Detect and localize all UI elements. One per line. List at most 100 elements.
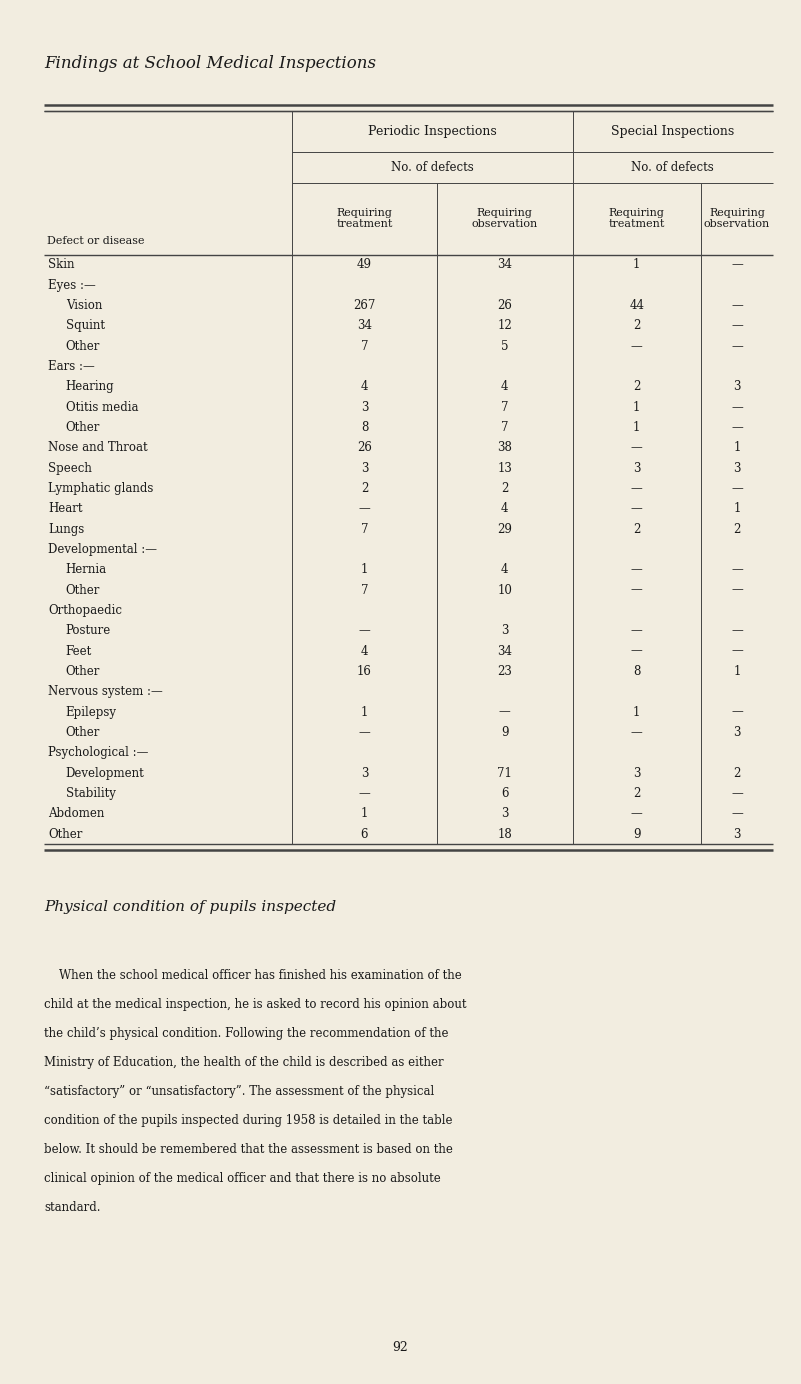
Text: standard.: standard. [44, 1201, 101, 1214]
Text: 1: 1 [633, 706, 641, 718]
Text: 3: 3 [733, 727, 741, 739]
Text: Epilepsy: Epilepsy [66, 706, 117, 718]
Text: 29: 29 [497, 523, 512, 536]
Text: 2: 2 [733, 767, 741, 779]
Text: 18: 18 [497, 828, 512, 840]
Text: —: — [631, 441, 642, 454]
Text: —: — [731, 787, 743, 800]
Text: Nose and Throat: Nose and Throat [48, 441, 147, 454]
Text: Development: Development [66, 767, 144, 779]
Text: 4: 4 [501, 502, 509, 515]
Text: Physical condition of pupils inspected: Physical condition of pupils inspected [44, 900, 336, 913]
Text: 2: 2 [633, 523, 641, 536]
Text: —: — [359, 624, 370, 637]
Text: 1: 1 [633, 400, 641, 414]
Text: 9: 9 [501, 727, 509, 739]
Text: —: — [359, 502, 370, 515]
Text: Other: Other [66, 727, 100, 739]
Text: Other: Other [66, 339, 100, 353]
Text: Ears :—: Ears :— [48, 360, 95, 372]
Text: Lymphatic glands: Lymphatic glands [48, 482, 154, 495]
Text: 13: 13 [497, 462, 512, 475]
Text: 4: 4 [360, 381, 368, 393]
Text: Orthopaedic: Orthopaedic [48, 603, 122, 617]
Text: —: — [631, 482, 642, 495]
Text: —: — [631, 563, 642, 576]
Text: Periodic Inspections: Periodic Inspections [368, 125, 497, 138]
Text: “satisfactory” or “unsatisfactory”. The assessment of the physical: “satisfactory” or “unsatisfactory”. The … [44, 1085, 434, 1098]
Text: Feet: Feet [66, 645, 92, 657]
Text: below. It should be remembered that the assessment is based on the: below. It should be remembered that the … [44, 1143, 453, 1156]
Text: 7: 7 [360, 523, 368, 536]
Text: 5: 5 [501, 339, 509, 353]
Text: —: — [359, 727, 370, 739]
Text: Nervous system :—: Nervous system :— [48, 685, 163, 699]
Text: 7: 7 [360, 584, 368, 597]
Text: 1: 1 [733, 441, 741, 454]
Text: 3: 3 [360, 400, 368, 414]
Text: Other: Other [66, 584, 100, 597]
Text: 9: 9 [633, 828, 641, 840]
Text: Other: Other [66, 664, 100, 678]
Text: —: — [731, 563, 743, 576]
Text: —: — [631, 645, 642, 657]
Text: clinical opinion of the medical officer and that there is no absolute: clinical opinion of the medical officer … [44, 1172, 441, 1185]
Text: 3: 3 [733, 462, 741, 475]
Text: —: — [731, 339, 743, 353]
Text: Requiring
observation: Requiring observation [704, 208, 770, 230]
Text: 6: 6 [360, 828, 368, 840]
Text: —: — [631, 584, 642, 597]
Text: Stability: Stability [66, 787, 115, 800]
Text: 34: 34 [497, 645, 512, 657]
Text: 2: 2 [501, 482, 509, 495]
Text: Lungs: Lungs [48, 523, 84, 536]
Text: 92: 92 [392, 1341, 409, 1354]
Text: Other: Other [66, 421, 100, 435]
Text: No. of defects: No. of defects [631, 161, 714, 174]
Text: Requiring
treatment: Requiring treatment [336, 208, 392, 230]
Text: 26: 26 [497, 299, 512, 311]
Text: Requiring
observation: Requiring observation [472, 208, 537, 230]
Text: —: — [731, 299, 743, 311]
Text: —: — [631, 502, 642, 515]
Text: 7: 7 [501, 400, 509, 414]
Text: 34: 34 [357, 320, 372, 332]
Text: 49: 49 [357, 259, 372, 271]
Text: Posture: Posture [66, 624, 111, 637]
Text: 1: 1 [733, 502, 741, 515]
Text: —: — [731, 482, 743, 495]
Text: Abdomen: Abdomen [48, 807, 104, 821]
Text: 44: 44 [630, 299, 644, 311]
Text: 16: 16 [357, 664, 372, 678]
Text: —: — [731, 706, 743, 718]
Text: Requiring
treatment: Requiring treatment [609, 208, 665, 230]
Text: 2: 2 [633, 381, 641, 393]
Text: 26: 26 [357, 441, 372, 454]
Text: —: — [359, 787, 370, 800]
Text: —: — [731, 421, 743, 435]
Text: 2: 2 [733, 523, 741, 536]
Text: 1: 1 [360, 706, 368, 718]
Text: Vision: Vision [66, 299, 102, 311]
Text: 3: 3 [733, 828, 741, 840]
Text: When the school medical officer has finished his examination of the: When the school medical officer has fini… [44, 969, 462, 981]
Text: 4: 4 [360, 645, 368, 657]
Text: 8: 8 [633, 664, 641, 678]
Text: 1: 1 [360, 563, 368, 576]
Text: 1: 1 [633, 421, 641, 435]
Text: Special Inspections: Special Inspections [611, 125, 735, 138]
Text: Heart: Heart [48, 502, 83, 515]
Text: 8: 8 [360, 421, 368, 435]
Text: 7: 7 [501, 421, 509, 435]
Text: 3: 3 [360, 462, 368, 475]
Text: 34: 34 [497, 259, 512, 271]
Text: 1: 1 [733, 664, 741, 678]
Text: 7: 7 [360, 339, 368, 353]
Text: —: — [731, 320, 743, 332]
Text: 12: 12 [497, 320, 512, 332]
Text: 3: 3 [501, 807, 509, 821]
Text: —: — [731, 400, 743, 414]
Text: —: — [731, 807, 743, 821]
Text: 1: 1 [633, 259, 641, 271]
Text: —: — [631, 807, 642, 821]
